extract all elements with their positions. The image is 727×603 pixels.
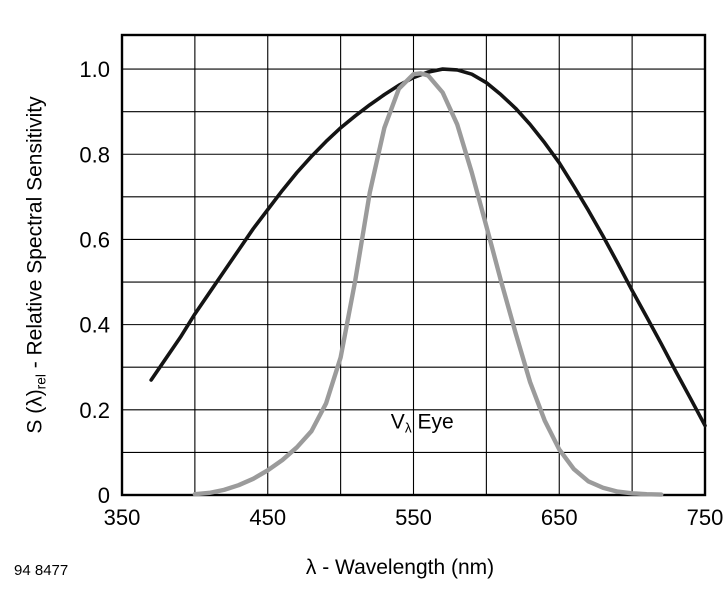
- annotation-prefix: V: [390, 410, 405, 434]
- y-axis-title: S (λ)rel - Relative Spectral Sensitivity: [23, 96, 48, 433]
- x-tick-label: 450: [249, 505, 286, 530]
- y-axis-title-suffix: - Relative Spectral Sensitivity: [23, 96, 47, 375]
- figure-number: 94 8477: [14, 562, 69, 579]
- y-tick-label: 0.2: [79, 398, 110, 423]
- y-tick-label: 0.6: [79, 227, 110, 252]
- x-axis-title: λ - Wavelength (nm): [306, 556, 494, 580]
- x-tick-label: 550: [395, 505, 432, 530]
- x-axis-title-text: - Wavelength (nm): [316, 556, 495, 579]
- y-axis-title-subscript: rel: [33, 374, 49, 390]
- plot-frame: [120, 33, 707, 497]
- y-tick-label: 0.4: [79, 313, 110, 338]
- v-lambda-eye-annotation: Vλ Eye: [391, 410, 454, 435]
- photodiode-relative-spectral-sensitivity-curve: [149, 67, 707, 428]
- y-axis-title-prefix: S (λ): [23, 389, 47, 434]
- x-tick-label: 750: [687, 505, 724, 530]
- y-tick-label: 1.0: [79, 57, 110, 82]
- x-tick-label: 650: [541, 505, 578, 530]
- annotation-lambda-subscript: λ: [404, 420, 412, 436]
- y-tick-label: 0.8: [79, 142, 110, 167]
- x-axis-title-lambda: λ: [305, 556, 317, 579]
- x-tick-label: 350: [104, 505, 141, 530]
- v-lambda-eye-sensitivity-curve: [192, 71, 664, 497]
- annotation-suffix: Eye: [411, 410, 454, 434]
- y-tick-label: 0: [98, 483, 110, 508]
